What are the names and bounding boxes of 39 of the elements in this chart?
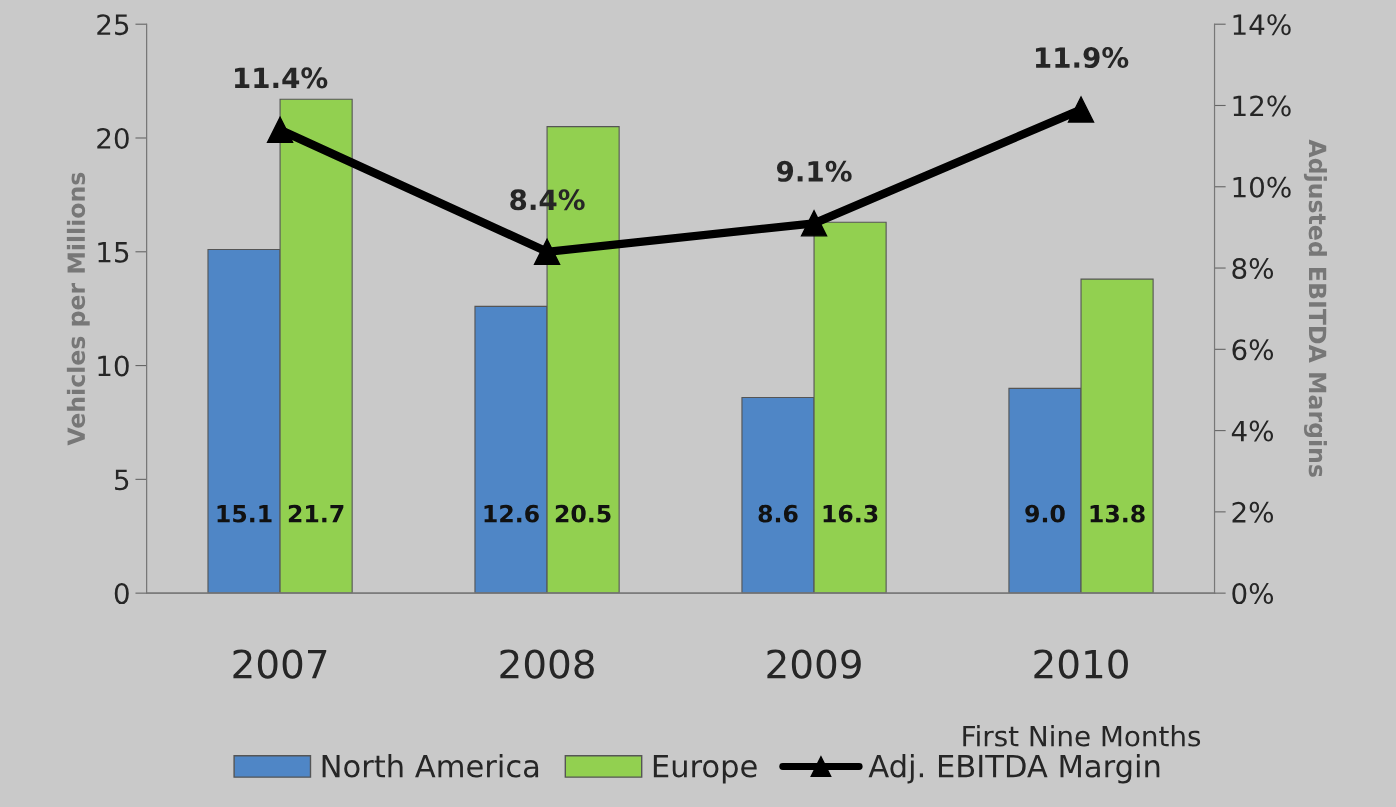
x-tick-label: 2009 (767, 649, 861, 679)
y2-tick-label: 12% (1233, 95, 1291, 117)
x-tick-label: 2007 (233, 649, 327, 679)
y2-tick-label: 0% (1232, 583, 1274, 605)
data-label: 9.1% (776, 160, 852, 182)
y-tick-label: 5 (115, 469, 129, 491)
y2-tick-label: 6% (1232, 339, 1274, 361)
y-tick-label: 25 (97, 14, 129, 36)
y2-tick-label: 2% (1232, 501, 1274, 523)
data-label: 16.3 (823, 504, 878, 523)
data-label: 13.8 (1090, 504, 1145, 523)
legend-label: North America (322, 753, 539, 778)
data-label: 8.6 (758, 504, 798, 523)
data-label: 12.6 (484, 504, 539, 523)
point (533, 238, 561, 265)
y2-tick-label: 10% (1233, 176, 1291, 198)
data-label: 11.9% (1035, 47, 1129, 69)
x-tick-label: 2010 (1034, 649, 1128, 679)
point (266, 116, 294, 144)
y2-tick-label: 14% (1233, 14, 1291, 36)
y-tick-label: 15 (98, 242, 129, 263)
y2-tick-label: 4% (1231, 420, 1274, 442)
data-label: 21.7 (288, 504, 344, 523)
text: First Nine Months (963, 725, 1201, 747)
point (1067, 96, 1095, 123)
data-label: 11.4% (235, 67, 328, 89)
data-label: 15.1 (217, 505, 272, 523)
y-tick-label: 0 (114, 583, 129, 605)
y-axis-title: Vehicles per Millions (66, 172, 90, 446)
legend-label: Adj. EBITDA Margin (868, 753, 1160, 784)
point (800, 210, 828, 237)
y2-tick-label: 8% (1232, 257, 1274, 279)
y-tick-label: 10 (98, 355, 129, 377)
data-label: 20.5 (555, 504, 611, 523)
y2-axis-title: Adjusted EBITDA Margins (1303, 139, 1327, 477)
data-label: 9.0 (1025, 504, 1065, 523)
legend-label: Europe (653, 754, 757, 784)
y-tick-label: 20 (97, 127, 129, 149)
x-tick-label: 2008 (500, 649, 594, 679)
